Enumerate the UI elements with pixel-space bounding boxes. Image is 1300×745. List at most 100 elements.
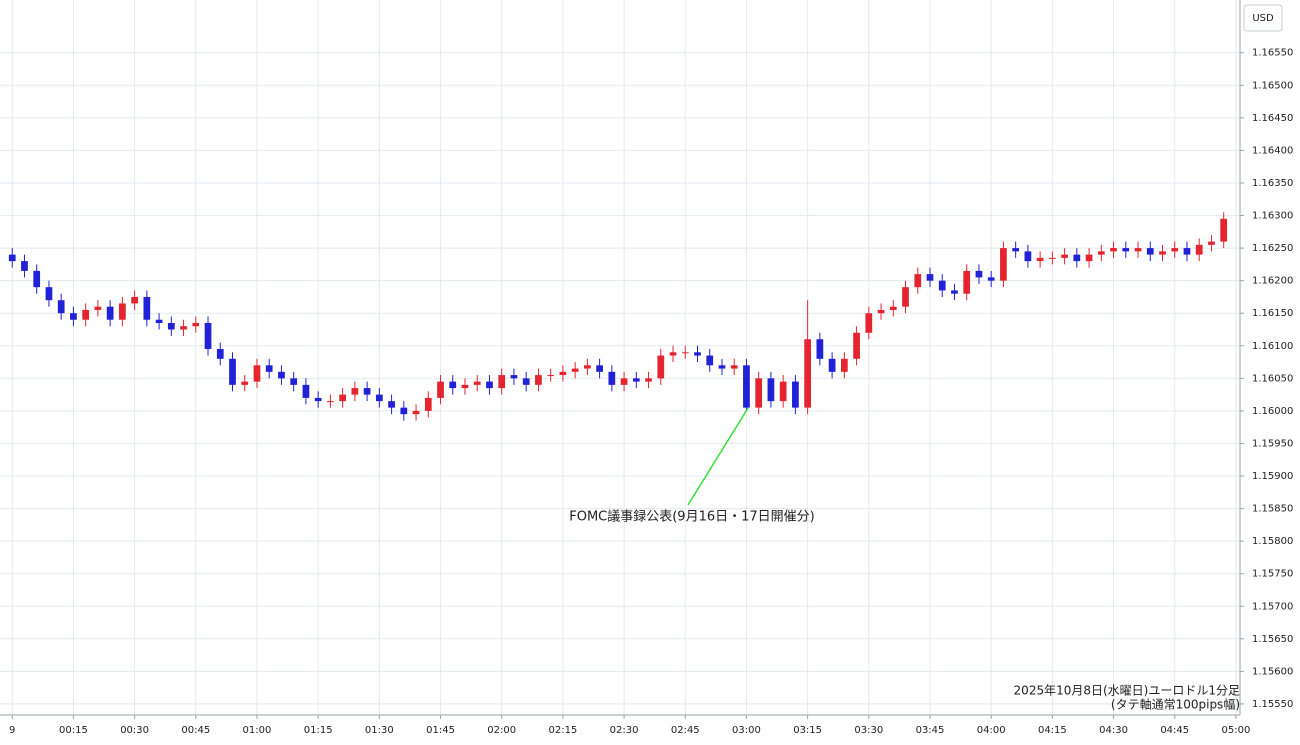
candle-body <box>21 261 28 271</box>
x-tick-label: 00:30 <box>120 725 149 736</box>
candle-body <box>620 378 628 385</box>
candle-body <box>167 322 175 330</box>
candle-body <box>8 254 16 262</box>
x-tick-label: 03:30 <box>854 725 883 736</box>
x-tick-label: 02:45 <box>671 725 700 736</box>
candle-body <box>339 394 346 402</box>
candle-body <box>290 378 298 385</box>
y-tick-label: 1.15650 <box>1252 634 1293 645</box>
y-tick-label: 1.16000 <box>1252 406 1293 417</box>
candle-body <box>1183 248 1191 255</box>
candle-body <box>706 355 714 366</box>
y-tick-label: 1.16350 <box>1252 178 1293 189</box>
y-tick-label: 1.16150 <box>1252 308 1293 319</box>
candle-body <box>57 300 65 314</box>
candle-body <box>1110 248 1117 252</box>
candle-body <box>718 365 726 369</box>
candles <box>8 212 1228 421</box>
y-tick-label: 1.16450 <box>1252 113 1293 124</box>
candle-body <box>1171 248 1179 252</box>
candle-body <box>1000 248 1007 281</box>
x-tick-label: 01:15 <box>304 725 333 736</box>
candle-body <box>694 352 701 356</box>
candle-body <box>865 313 873 333</box>
x-tick-label: 02:30 <box>610 725 639 736</box>
candle-body <box>375 394 383 402</box>
y-tick-label: 1.15950 <box>1252 438 1293 449</box>
candle-body <box>437 381 444 398</box>
x-tick-label: 04:15 <box>1038 725 1067 736</box>
y-tick-label: 1.16200 <box>1252 276 1293 287</box>
candle-body <box>351 388 359 395</box>
candle-body <box>473 381 481 385</box>
candle-body <box>510 375 518 379</box>
candle-body <box>1073 254 1081 262</box>
candle-body <box>657 355 665 379</box>
x-tick-label: 9 <box>9 725 15 736</box>
candle-body <box>302 384 310 398</box>
caption: (タテ軸通常100pips幅) <box>1111 697 1240 712</box>
y-tick-label: 1.15750 <box>1252 569 1293 580</box>
candle-body <box>681 352 689 354</box>
x-tick-label: 00:15 <box>59 725 88 736</box>
candle-body <box>155 319 163 323</box>
y-tick-label: 1.15900 <box>1252 471 1293 482</box>
candle-body <box>792 381 799 408</box>
candle-body <box>571 368 579 372</box>
candle-body <box>1146 248 1154 255</box>
x-tick-label: 04:00 <box>977 725 1006 736</box>
y-tick-label: 1.16050 <box>1252 373 1293 384</box>
annotation-line <box>687 407 749 506</box>
candle-body <box>1122 248 1130 252</box>
candle-body <box>645 378 652 382</box>
y-tick-label: 1.16300 <box>1252 211 1293 222</box>
candle-body <box>45 287 53 301</box>
x-tick-label: 03:00 <box>732 725 761 736</box>
candle-body <box>743 365 750 408</box>
x-tick-label: 04:30 <box>1099 725 1128 736</box>
candle-body <box>241 381 249 385</box>
candle-body <box>1024 251 1032 262</box>
candle-body <box>584 365 591 369</box>
candle-body <box>816 339 824 359</box>
candle-body <box>486 381 493 389</box>
currency-box <box>1243 4 1283 32</box>
candle-body <box>119 303 126 320</box>
candle-body <box>853 332 860 359</box>
candle-body <box>1097 251 1105 255</box>
x-tick-label: 01:45 <box>426 725 455 736</box>
candle-body <box>938 280 946 291</box>
candle-body <box>1036 257 1044 262</box>
candle-body <box>229 358 236 385</box>
x-tick-label: 02:00 <box>487 725 516 736</box>
x-tick-label: 05:00 <box>1222 725 1251 736</box>
candle-body <box>461 384 469 389</box>
candle-body <box>1012 248 1020 252</box>
candle-body <box>33 270 41 288</box>
annotation: FOMC議事録公表(9月16日・17日開催分) <box>569 510 815 525</box>
candle-body <box>388 401 395 408</box>
candle-body <box>559 371 567 376</box>
candle-body <box>1061 254 1068 258</box>
y-tick-label: 1.16500 <box>1252 80 1293 91</box>
candle-body <box>804 339 811 408</box>
y-tick-label: 1.16100 <box>1252 341 1293 352</box>
candle-body <box>987 277 995 281</box>
candle-body <box>106 306 114 320</box>
candle-body <box>779 381 787 402</box>
y-tick-label: 1.16550 <box>1252 48 1293 59</box>
candle-body <box>767 378 775 402</box>
y-tick-label: 1.15700 <box>1252 601 1293 612</box>
candle-body <box>547 375 555 377</box>
candle-body <box>1134 248 1142 252</box>
candle-body <box>400 407 408 415</box>
candle-body <box>963 270 971 294</box>
currency-label: USD <box>1252 13 1274 24</box>
candle-body <box>253 365 261 382</box>
candle-body <box>82 309 90 320</box>
candle-body <box>204 322 212 350</box>
candle-body <box>94 306 102 310</box>
candle-body <box>669 352 677 356</box>
x-tick-label: 03:15 <box>793 725 822 736</box>
x-tick-label: 01:30 <box>365 725 394 736</box>
